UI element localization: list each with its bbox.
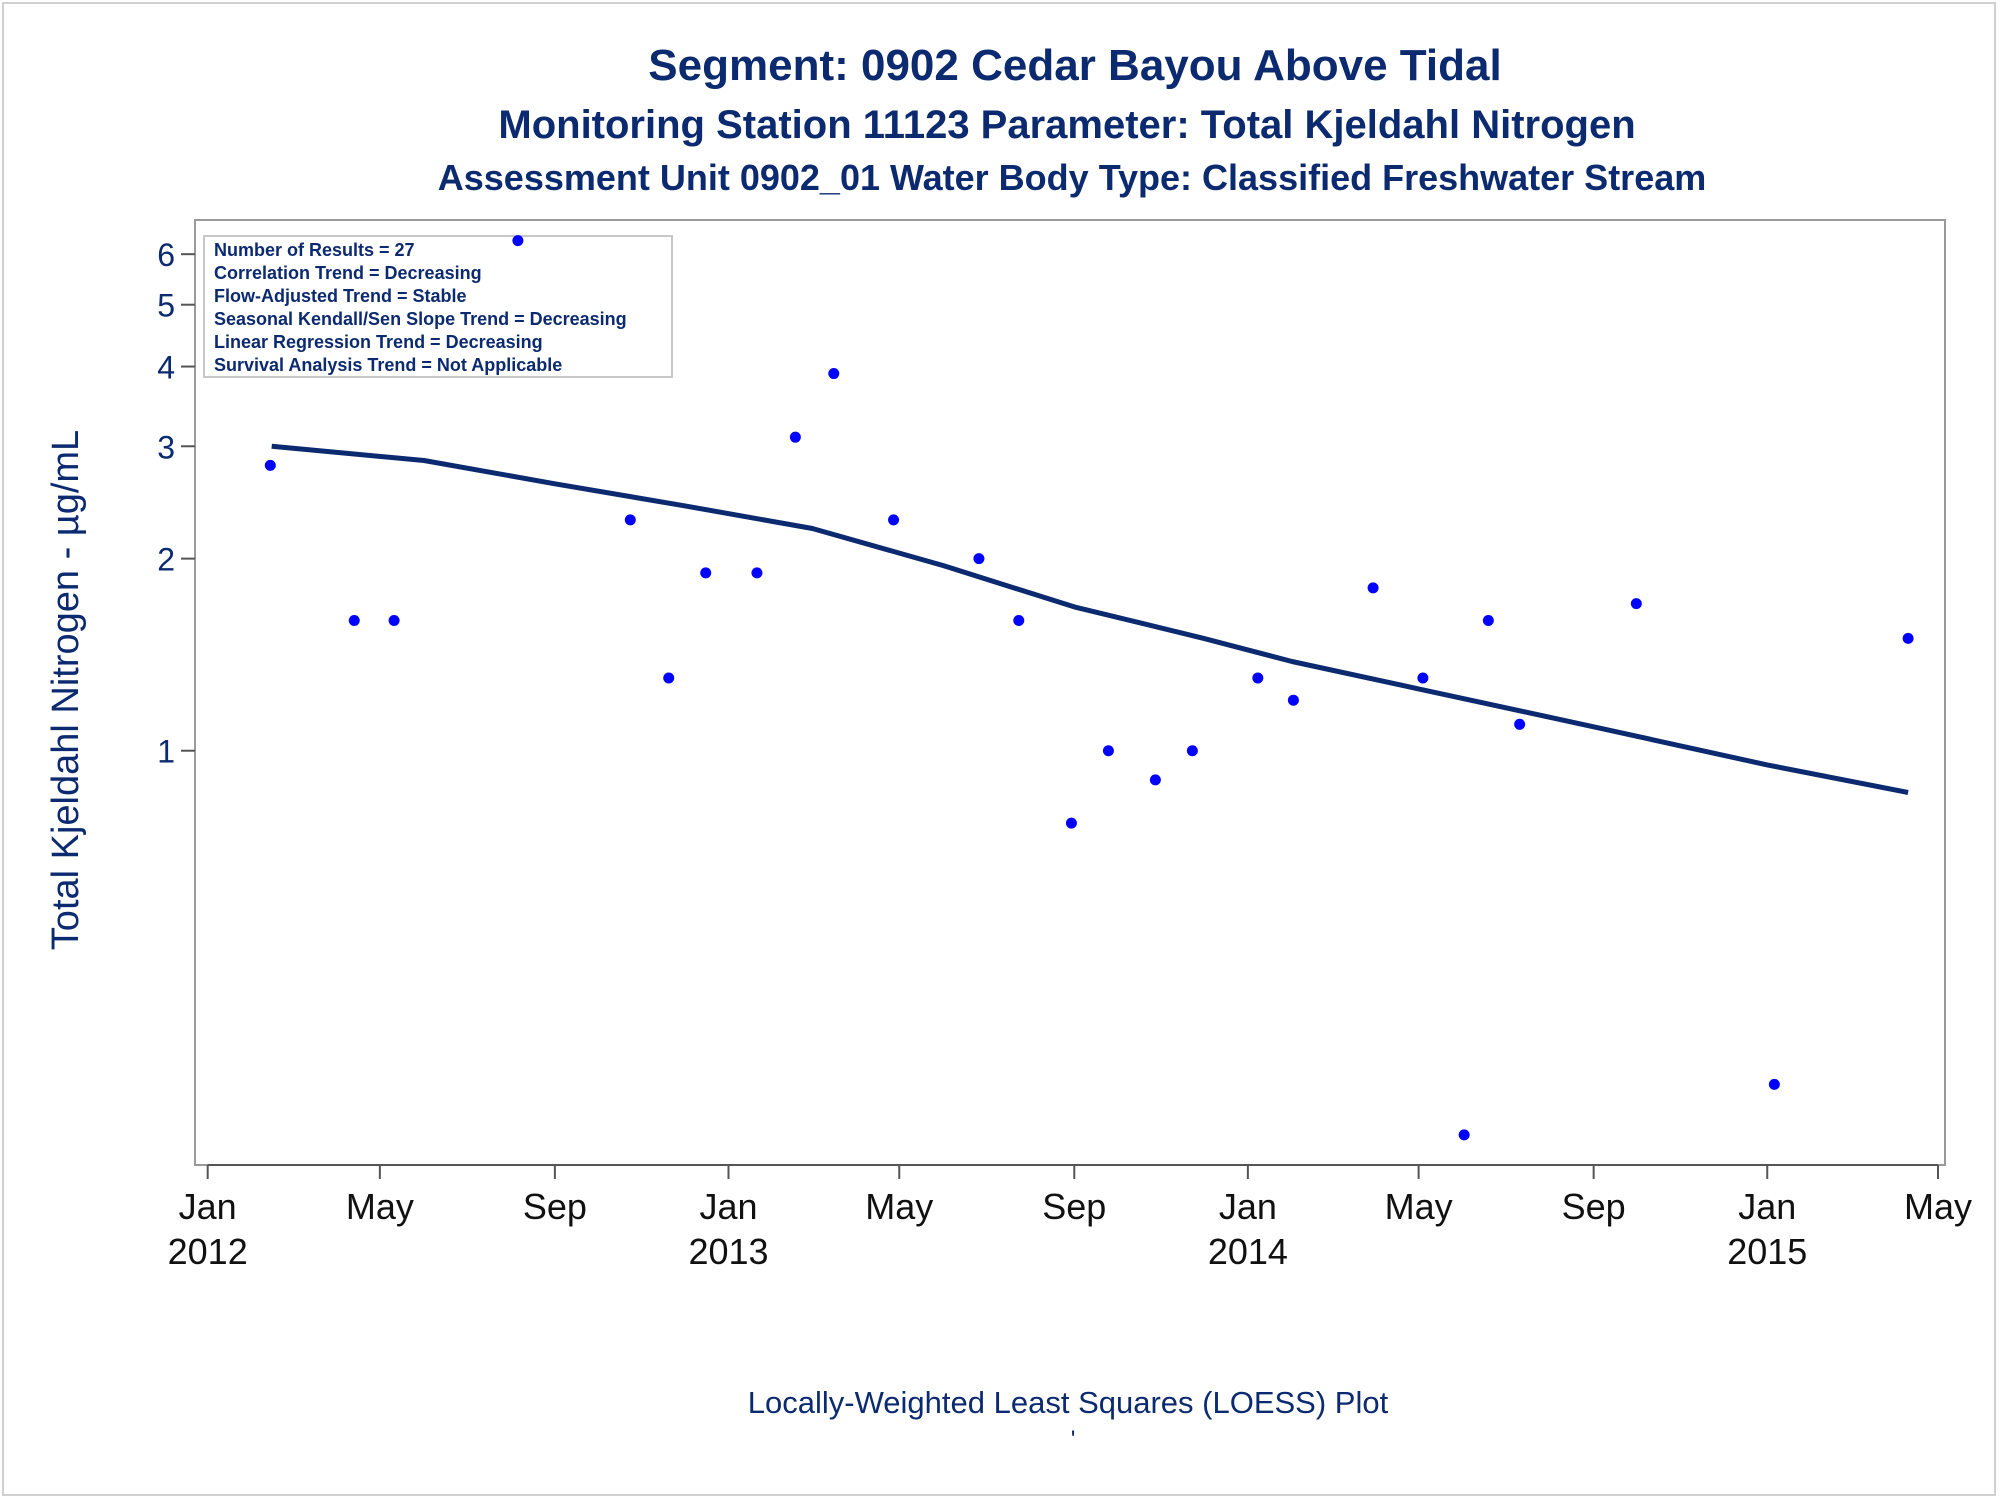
data-point-22 [1482,614,1494,626]
data-point-4 [624,514,636,526]
data-point-3 [512,235,524,247]
x-tick-label: Jan [1738,1186,1796,1227]
x-tick-year-label: 2012 [168,1231,248,1272]
data-point-11 [973,553,985,565]
x-tick-label: May [1385,1186,1453,1227]
data-point-26 [1902,632,1914,644]
data-point-0 [264,459,276,471]
y-tick-label: 4 [157,350,175,386]
data-point-12 [1013,614,1025,626]
y-tick-label: 1 [157,734,175,770]
x-tick-year-label: 2013 [688,1231,768,1272]
loess-trend-line [271,443,1909,795]
data-point-9 [828,368,840,380]
stats-box-border [203,235,673,378]
series-layer [264,235,1914,1141]
x-tick-year-label: 2014 [1208,1231,1288,1272]
data-point-18 [1287,694,1299,706]
x-tick-label: Sep [1562,1186,1626,1227]
stats-line: Number of Results = 27 [214,240,415,260]
x-tick-label: Jan [1219,1186,1277,1227]
y-tick-label: 5 [157,288,175,324]
x-tick-label: Sep [1042,1186,1106,1227]
data-point-1 [348,614,360,626]
chart-footer: Locally-Weighted Least Squares (LOESS) P… [748,1385,1389,1420]
data-point-8 [789,431,801,443]
y-axis: 1 2 3 4 5 6 [157,237,195,770]
data-point-25 [1768,1078,1780,1090]
stats-line: Survival Analysis Trend = Not Applicable [214,355,562,375]
stats-line: Flow-Adjusted Trend = Stable [214,286,467,306]
data-point-14 [1102,745,1114,757]
x-tick-label: Sep [523,1186,587,1227]
x-tick-label: May [1904,1186,1972,1227]
y-tick-label: 2 [157,542,175,578]
chart-subtitle: Monitoring Station 11123 Parameter: Tota… [498,103,1635,147]
y-tick-label: 3 [157,429,175,465]
data-point-21 [1458,1129,1470,1141]
y-axis-label: Total Kjeldahl Nitrogen - µg/mL [45,430,87,950]
data-point-17 [1252,672,1264,684]
chart-footer-mark: ' [1071,1426,1076,1453]
x-tick-label: Jan [179,1186,237,1227]
data-point-19 [1367,582,1379,594]
stats-line: Linear Regression Trend = Decreasing [214,332,543,352]
data-point-20 [1417,672,1429,684]
stats-line: Correlation Trend = Decreasing [214,263,482,283]
chart-subtitle-2: Assessment Unit 0902_01 Water Body Type:… [438,157,1707,198]
x-tick-year-label: 2015 [1727,1231,1807,1272]
data-point-15 [1149,774,1161,786]
x-tick-label: May [346,1186,414,1227]
data-point-6 [700,567,712,579]
data-point-7 [751,567,763,579]
data-point-2 [388,614,400,626]
data-point-5 [663,672,675,684]
stats-line: Seasonal Kendall/Sen Slope Trend = Decre… [214,309,627,329]
data-point-16 [1186,745,1198,757]
stats-box: Number of Results = 27 Correlation Trend … [203,235,673,378]
data-point-23 [1514,718,1526,730]
x-tick-label: May [865,1186,933,1227]
data-point-13 [1065,817,1077,829]
data-point-24 [1630,598,1642,610]
x-tick-label: Jan [699,1186,757,1227]
y-tick-label: 6 [157,237,175,273]
chart-title: Segment: 0902 Cedar Bayou Above Tidal [648,41,1501,90]
data-point-10 [888,514,900,526]
